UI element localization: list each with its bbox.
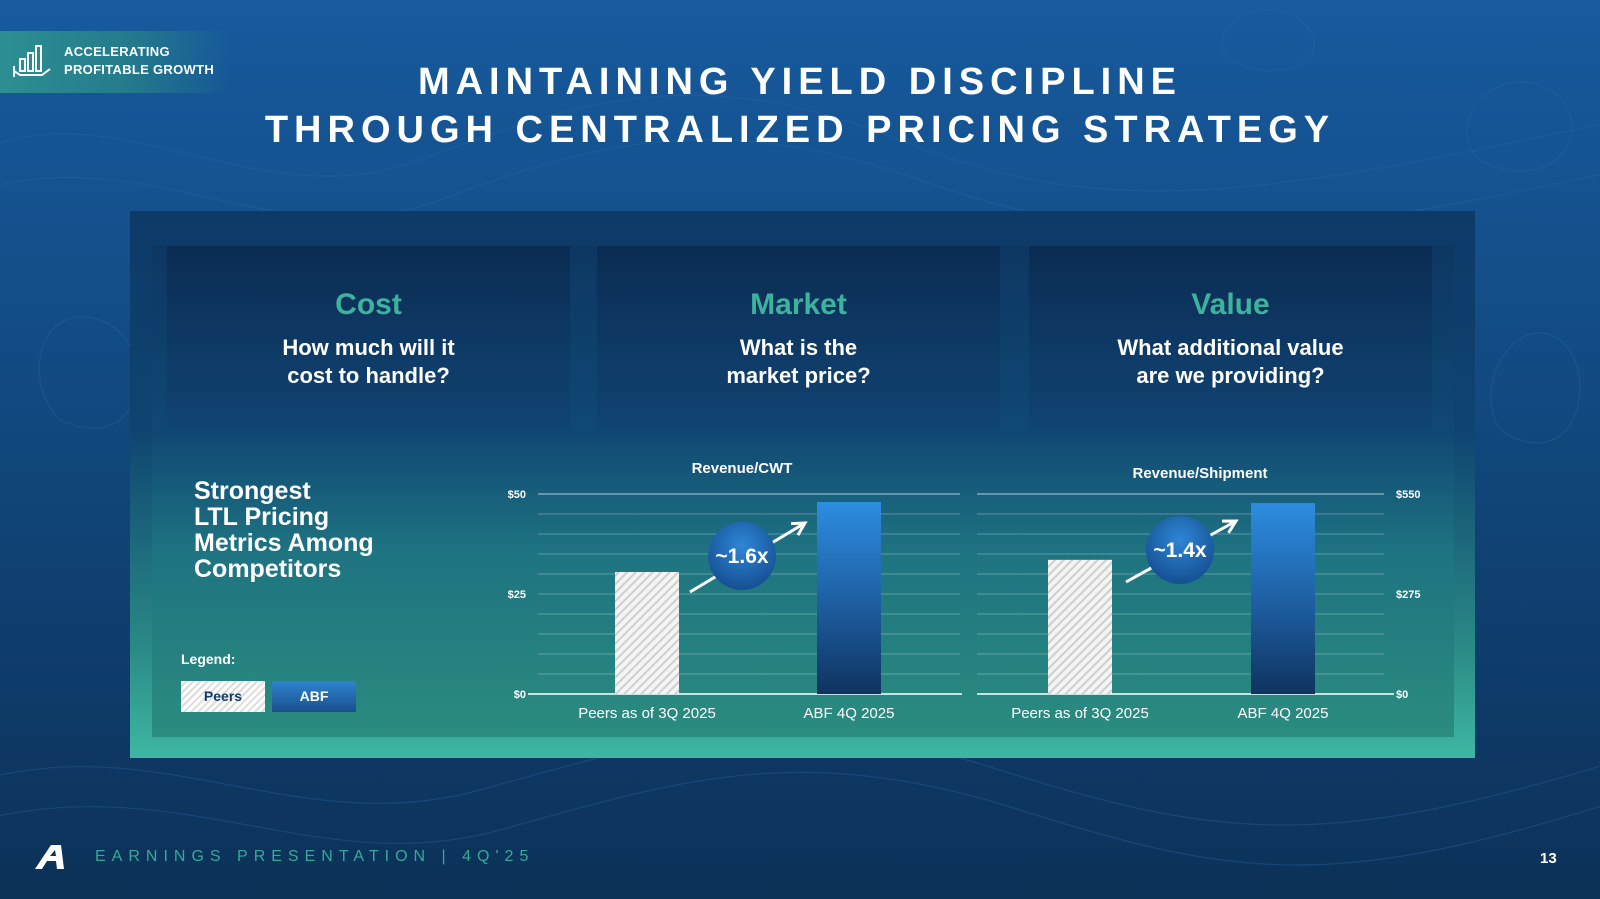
- chart-2-category-label: ABF 4Q 2025: [1238, 705, 1329, 722]
- legend-abf-swatch: ABF: [272, 681, 356, 712]
- value-question-line-2: are we providing?: [1136, 363, 1325, 388]
- chart-2-y-tick-label: $0: [1396, 689, 1408, 701]
- legend-peers-swatch: Peers: [181, 681, 265, 712]
- chart-1-category-label: Peers as of 3Q 2025: [578, 705, 716, 722]
- chart-2-bar-abf: [1251, 503, 1315, 694]
- tag-line-2: PROFITABLE GROWTH: [64, 62, 215, 77]
- page-title: MAINTAINING YIELD DISCIPLINE THROUGH CEN…: [0, 58, 1600, 154]
- chart-1-multiplier-bubble: [708, 522, 776, 590]
- value-title: Value: [1191, 288, 1270, 321]
- chart-2-category-label: Peers as of 3Q 2025: [1011, 705, 1149, 722]
- chart-1-category-label: ABF 4Q 2025: [804, 705, 895, 722]
- market-title: Market: [750, 288, 847, 321]
- pricing-panel: Cost How much will it cost to handle? Ma…: [130, 211, 1475, 758]
- chart-1-multiplier-label: ~1.6x: [715, 545, 768, 568]
- chart-1-arrow-head: [790, 521, 808, 536]
- tag-line-1: ACCELERATING: [64, 44, 170, 59]
- chart-1-title: Revenue/CWT: [692, 460, 793, 477]
- chart-1-bar-peers: [615, 572, 679, 694]
- market-question-line-2: market price?: [726, 363, 871, 388]
- company-logo: [35, 845, 64, 869]
- chart-1-y-tick-label: $0: [514, 689, 526, 701]
- chart-2-multiplier-bubble: [1146, 516, 1214, 584]
- cost-card: Cost How much will it cost to handle?: [167, 246, 570, 446]
- cost-question-line-2: cost to handle?: [287, 363, 450, 388]
- chart-2-bar-peers: [1048, 559, 1112, 694]
- chart-1-y-tick-label: $50: [508, 489, 526, 501]
- chart-1-bar-abf: [817, 502, 881, 694]
- pricing-panel-inner: Cost How much will it cost to handle? Ma…: [152, 246, 1454, 737]
- title-line-2: THROUGH CENTRALIZED PRICING STRATEGY: [264, 109, 1336, 151]
- chart-2-arrow-head: [1221, 519, 1239, 534]
- highlight-line-1: Strongest: [194, 477, 311, 505]
- chart-1-y-tick-label: $25: [508, 589, 526, 601]
- cost-title: Cost: [335, 288, 402, 321]
- legend-label: Legend:: [181, 651, 236, 667]
- chart-2-multiplier-label: ~1.4x: [1153, 539, 1206, 562]
- highlight-line-3: Metrics Among: [194, 529, 374, 557]
- highlight-statement: Strongest LTL Pricing Metrics Among Comp…: [194, 478, 374, 582]
- cost-question-line-1: How much will it: [282, 335, 455, 360]
- bar-chart-hand-icon: [13, 45, 51, 77]
- section-tag: ACCELERATING PROFITABLE GROWTH: [0, 31, 230, 93]
- highlight-line-2: LTL Pricing: [194, 503, 330, 531]
- chart-2-y-tick-label: $275: [1396, 589, 1420, 601]
- market-card: Market What is the market price?: [597, 246, 1000, 446]
- chart-2-title: Revenue/Shipment: [1132, 465, 1267, 482]
- footer-presentation-label: EARNINGS PRESENTATION | 4Q'25: [95, 848, 535, 865]
- chart-2-y-tick-label: $550: [1396, 489, 1420, 501]
- page-number: 13: [1540, 850, 1557, 867]
- value-question-line-1: What additional value: [1117, 335, 1344, 360]
- pricing-charts: Revenue/CWT $0 $25 $50 Peers as of 3Q 2025 AB…: [508, 460, 1421, 722]
- highlight-line-4: Competitors: [194, 555, 342, 583]
- market-question-line-1: What is the: [739, 335, 858, 360]
- value-card: Value What additional value are we provi…: [1029, 246, 1432, 446]
- title-line-1: MAINTAINING YIELD DISCIPLINE: [417, 61, 1183, 103]
